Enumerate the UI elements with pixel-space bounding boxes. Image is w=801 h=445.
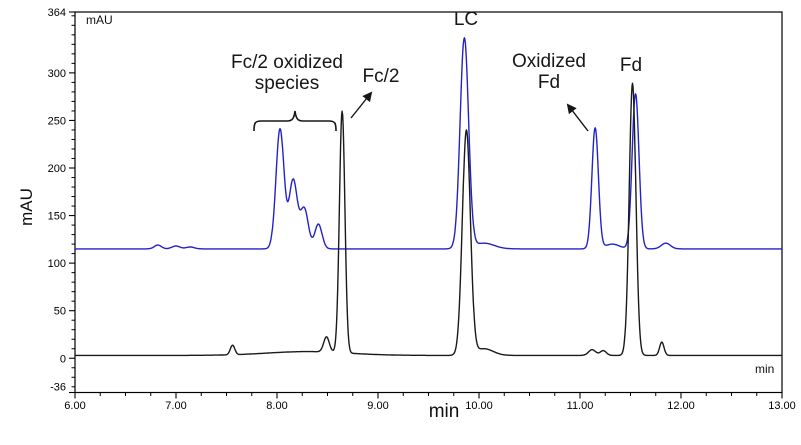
- annotation-fc2: Fc/2: [362, 66, 400, 87]
- annotation-fd: Fd: [619, 55, 643, 76]
- x-axis-tick-label: 7.00: [165, 400, 186, 412]
- x-axis-tick-label: 11.00: [567, 400, 594, 412]
- inset-y-unit-label: mAU: [86, 13, 113, 27]
- inset-x-unit-label: min: [755, 362, 775, 376]
- y-axis-tick-label: 364: [48, 7, 66, 19]
- fc2-oxidized-species-brace: [253, 110, 337, 132]
- annotation-graphics: [253, 91, 589, 132]
- x-axis-tick-label: 13.00: [768, 400, 796, 412]
- axes: 6.00 7.00 8.00 9.00 10.00 11.00 12.00 13.00 364 3…: [48, 7, 796, 412]
- traces: [74, 37, 783, 357]
- x-axis-tick-label: 8.00: [266, 400, 287, 412]
- oxidized-fd-arrow: [566, 103, 589, 132]
- y-axis-tick-label: 150: [48, 211, 66, 223]
- trace-blue-trace: [74, 37, 783, 250]
- annotation-line: Fc/2 oxidized: [231, 52, 343, 73]
- trace-black-trace: [74, 82, 783, 357]
- y-axis-tick-label: -36: [50, 382, 66, 394]
- y-axis-title: mAU: [17, 188, 36, 226]
- y-axis-tick-label: 200: [48, 163, 66, 175]
- y-axis-tick-label: 0: [60, 353, 66, 365]
- x-axis-title: min: [428, 401, 460, 422]
- annotation-line: species: [254, 73, 320, 94]
- x-axis-tick-label: 12.00: [667, 400, 695, 412]
- annotation-line: Fd: [537, 72, 561, 93]
- annotation-fc2-oxidized-species: Fc/2 oxidized species: [177, 52, 397, 94]
- x-axis-tick-label: 6.00: [64, 400, 85, 412]
- fc2-arrow: [350, 91, 373, 119]
- y-axis-tick-label: 300: [48, 68, 66, 80]
- y-axis-tick-label: 50: [54, 306, 66, 318]
- x-axis-tick-label: 9.00: [367, 400, 388, 412]
- annotation-lc: LC: [453, 9, 479, 30]
- annotation-line: Oxidized: [512, 51, 586, 72]
- y-axis-tick-label: 250: [48, 115, 66, 127]
- annotation-oxidized-fd: Oxidized Fd: [439, 51, 659, 93]
- x-axis-tick-label: 10.00: [465, 400, 493, 412]
- y-axis-tick-label: 100: [48, 258, 66, 270]
